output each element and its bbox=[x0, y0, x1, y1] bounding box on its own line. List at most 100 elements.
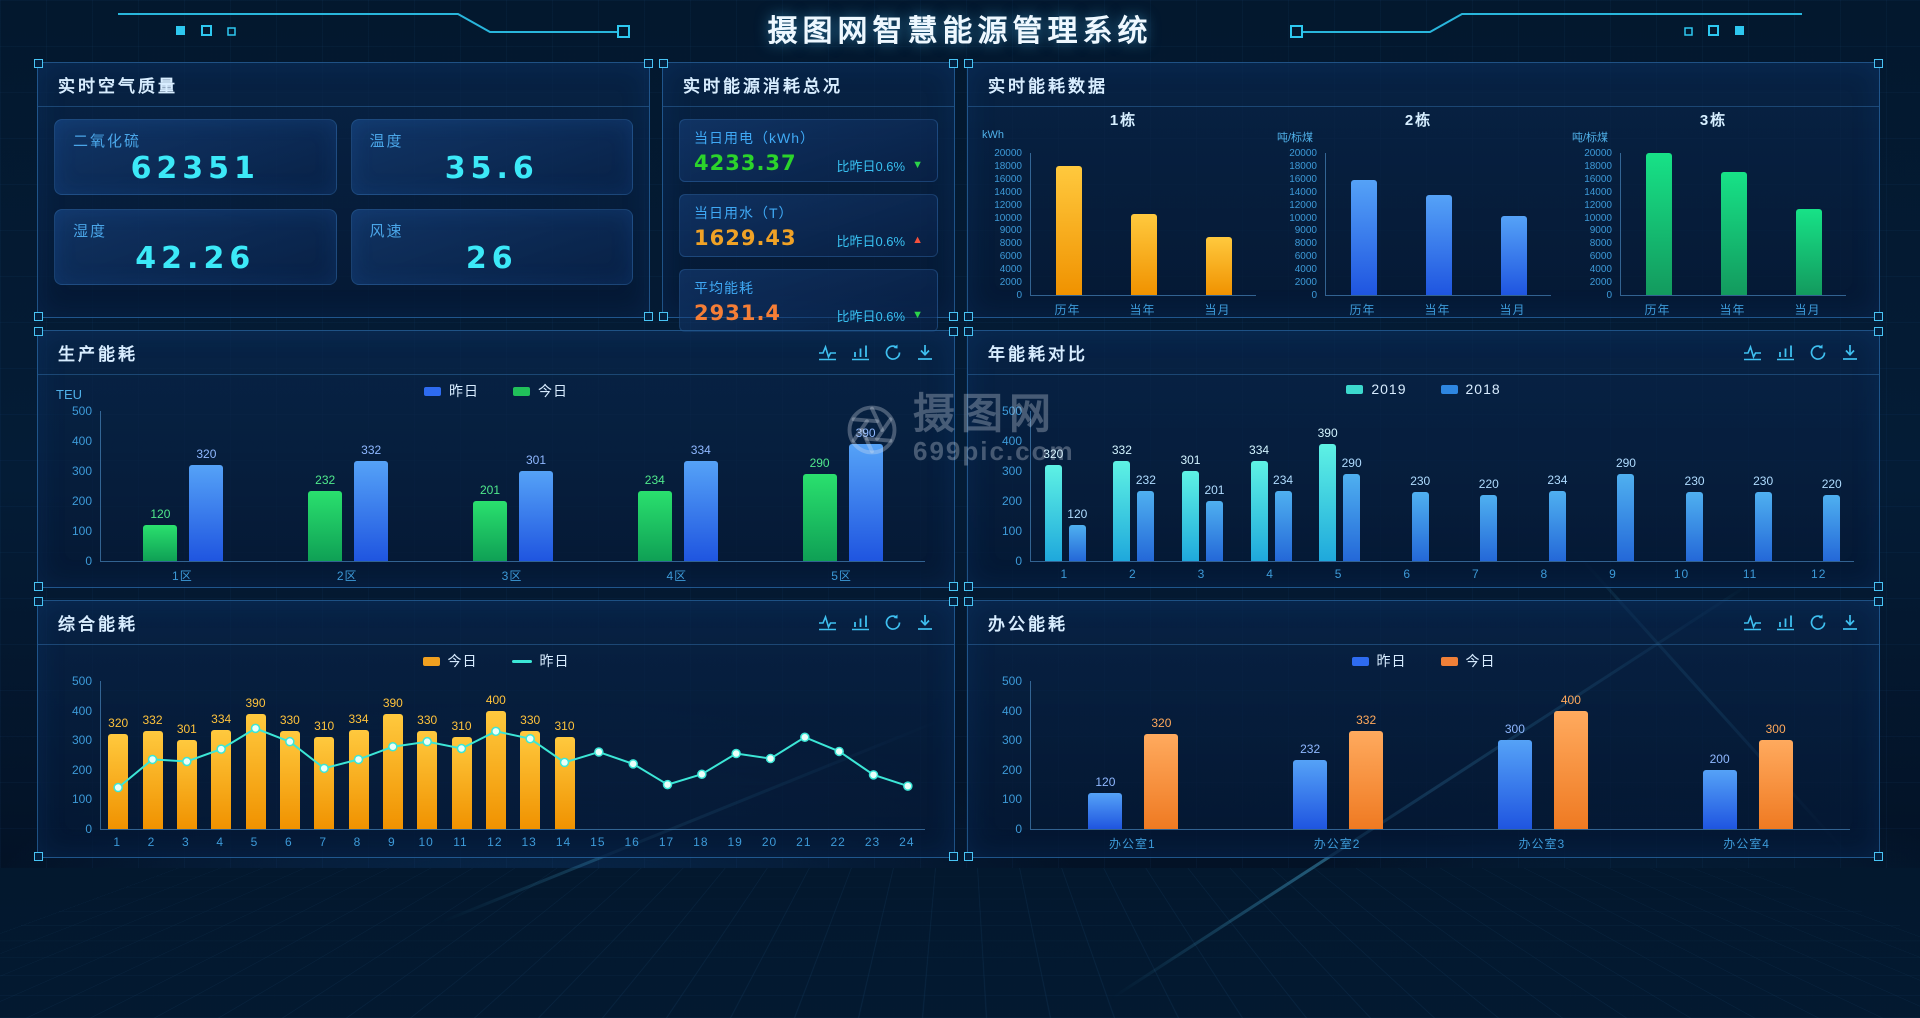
legend-item[interactable]: 今日 bbox=[1440, 651, 1496, 671]
bar[interactable] bbox=[1319, 444, 1337, 561]
line-point[interactable] bbox=[697, 769, 707, 779]
bar[interactable] bbox=[1758, 740, 1793, 829]
legend-item[interactable]: 2018 bbox=[1440, 381, 1501, 397]
legend-item[interactable]: 今日 bbox=[513, 381, 568, 401]
line-point[interactable] bbox=[628, 759, 638, 769]
bar[interactable] bbox=[1343, 474, 1361, 561]
bar[interactable] bbox=[520, 731, 541, 829]
bar[interactable] bbox=[1113, 461, 1131, 561]
bar[interactable] bbox=[637, 490, 672, 561]
legend-item[interactable]: 昨日 bbox=[511, 651, 570, 671]
bar[interactable] bbox=[1055, 165, 1082, 295]
bar[interactable] bbox=[1823, 495, 1841, 561]
bar[interactable] bbox=[1250, 460, 1268, 561]
line-chart-icon[interactable] bbox=[818, 614, 837, 631]
line-point[interactable] bbox=[285, 736, 295, 747]
bar[interactable] bbox=[451, 737, 472, 829]
bar[interactable] bbox=[1548, 490, 1566, 561]
line-point[interactable] bbox=[525, 733, 535, 744]
bar-chart-icon[interactable] bbox=[1776, 344, 1795, 361]
line-point[interactable] bbox=[491, 726, 501, 737]
bar[interactable] bbox=[1720, 172, 1747, 295]
bar[interactable] bbox=[1068, 525, 1086, 561]
line-point[interactable] bbox=[662, 779, 673, 790]
bar[interactable] bbox=[417, 731, 438, 829]
line-point[interactable] bbox=[594, 747, 604, 757]
line-point[interactable] bbox=[388, 741, 398, 752]
line-point[interactable] bbox=[216, 744, 226, 754]
bar[interactable] bbox=[473, 500, 507, 561]
bar[interactable] bbox=[1645, 153, 1672, 295]
refresh-icon[interactable] bbox=[1809, 344, 1827, 361]
line-chart-icon[interactable] bbox=[1743, 614, 1762, 631]
bar[interactable] bbox=[1088, 793, 1123, 829]
bar[interactable] bbox=[308, 491, 343, 561]
line-point[interactable] bbox=[456, 743, 467, 754]
legend-item[interactable]: 2019 bbox=[1346, 381, 1406, 397]
bar[interactable] bbox=[1130, 214, 1157, 295]
line-chart-icon[interactable] bbox=[1743, 344, 1762, 361]
bar[interactable] bbox=[1686, 492, 1704, 561]
line-point[interactable] bbox=[113, 782, 123, 793]
bar[interactable] bbox=[1754, 492, 1772, 561]
bar[interactable] bbox=[1205, 500, 1223, 561]
download-icon[interactable] bbox=[916, 344, 934, 361]
line-point[interactable] bbox=[559, 757, 570, 768]
line-chart-icon[interactable] bbox=[818, 344, 837, 361]
bar[interactable] bbox=[1500, 216, 1527, 295]
bar[interactable] bbox=[314, 737, 335, 829]
refresh-icon[interactable] bbox=[884, 614, 902, 631]
bar[interactable] bbox=[108, 734, 129, 829]
bar[interactable] bbox=[1205, 236, 1232, 295]
bar[interactable] bbox=[1553, 710, 1588, 829]
bar[interactable] bbox=[382, 713, 403, 829]
bar[interactable] bbox=[1350, 180, 1377, 295]
bar[interactable] bbox=[1349, 730, 1384, 829]
bar-chart-icon[interactable] bbox=[851, 344, 870, 361]
bar[interactable] bbox=[211, 730, 232, 829]
bar[interactable] bbox=[142, 730, 163, 829]
line-point[interactable] bbox=[765, 753, 776, 764]
bar[interactable] bbox=[1293, 760, 1328, 829]
line-point[interactable] bbox=[182, 756, 192, 767]
line-point[interactable] bbox=[800, 732, 810, 742]
bar[interactable] bbox=[143, 525, 178, 561]
line-point[interactable] bbox=[731, 748, 741, 759]
bar[interactable] bbox=[683, 460, 718, 561]
line-point[interactable] bbox=[422, 736, 432, 747]
bar[interactable] bbox=[1702, 769, 1737, 829]
bar[interactable] bbox=[1274, 490, 1292, 561]
line-point[interactable] bbox=[147, 754, 158, 765]
line-point[interactable] bbox=[353, 754, 364, 765]
download-icon[interactable] bbox=[916, 614, 934, 631]
line-point[interactable] bbox=[319, 763, 329, 774]
bar[interactable] bbox=[279, 731, 300, 829]
line-point[interactable] bbox=[250, 723, 261, 734]
bar[interactable] bbox=[1497, 740, 1532, 829]
bar[interactable] bbox=[519, 470, 553, 561]
line-point[interactable] bbox=[868, 770, 879, 780]
bar-chart-icon[interactable] bbox=[851, 614, 870, 631]
bar[interactable] bbox=[1181, 470, 1199, 561]
bar-chart-icon[interactable] bbox=[1776, 614, 1795, 631]
bar[interactable] bbox=[1411, 492, 1429, 561]
bar[interactable] bbox=[348, 730, 369, 829]
bar[interactable] bbox=[354, 461, 389, 561]
bar[interactable] bbox=[1144, 734, 1179, 829]
line-point[interactable] bbox=[834, 746, 844, 757]
refresh-icon[interactable] bbox=[1809, 614, 1827, 631]
bar[interactable] bbox=[802, 474, 837, 561]
bar[interactable] bbox=[485, 710, 506, 829]
bar[interactable] bbox=[1617, 474, 1635, 561]
bar[interactable] bbox=[1137, 491, 1155, 561]
legend-item[interactable]: 昨日 bbox=[424, 381, 479, 401]
legend-item[interactable]: 昨日 bbox=[1351, 651, 1407, 671]
download-icon[interactable] bbox=[1841, 614, 1859, 631]
refresh-icon[interactable] bbox=[884, 344, 902, 361]
bar[interactable] bbox=[245, 713, 266, 829]
legend-item[interactable]: 今日 bbox=[422, 651, 478, 671]
bar[interactable] bbox=[189, 465, 224, 561]
bar[interactable] bbox=[1044, 465, 1062, 561]
bar[interactable] bbox=[848, 444, 883, 561]
bar[interactable] bbox=[1480, 495, 1498, 561]
